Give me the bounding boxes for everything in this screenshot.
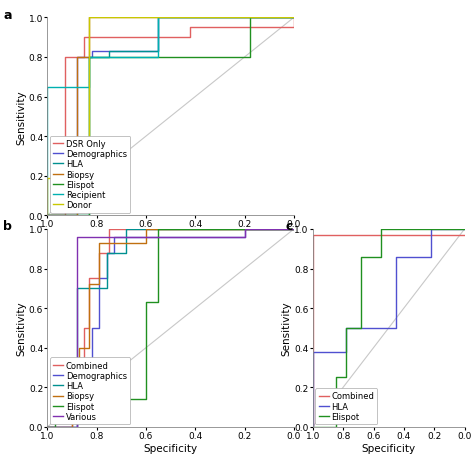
Legend: Combined, Demographics, HLA, Biopsy, Elispot, Various: Combined, Demographics, HLA, Biopsy, Eli… xyxy=(50,358,130,425)
Y-axis label: Sensitivity: Sensitivity xyxy=(16,90,26,144)
Legend: DSR Only, Demographics, HLA, Biopsy, Elispot, Recipient, Donor: DSR Only, Demographics, HLA, Biopsy, Eli… xyxy=(50,136,130,213)
Y-axis label: Sensitivity: Sensitivity xyxy=(16,301,26,355)
Text: b: b xyxy=(3,219,12,233)
Text: a: a xyxy=(3,9,11,22)
X-axis label: Specificity: Specificity xyxy=(144,232,198,241)
X-axis label: Specificity: Specificity xyxy=(362,443,416,453)
X-axis label: Specificity: Specificity xyxy=(144,443,198,453)
Legend: Combined, HLA, Elispot: Combined, HLA, Elispot xyxy=(315,388,377,425)
Text: c: c xyxy=(285,219,293,233)
Y-axis label: Sensitivity: Sensitivity xyxy=(282,301,292,355)
